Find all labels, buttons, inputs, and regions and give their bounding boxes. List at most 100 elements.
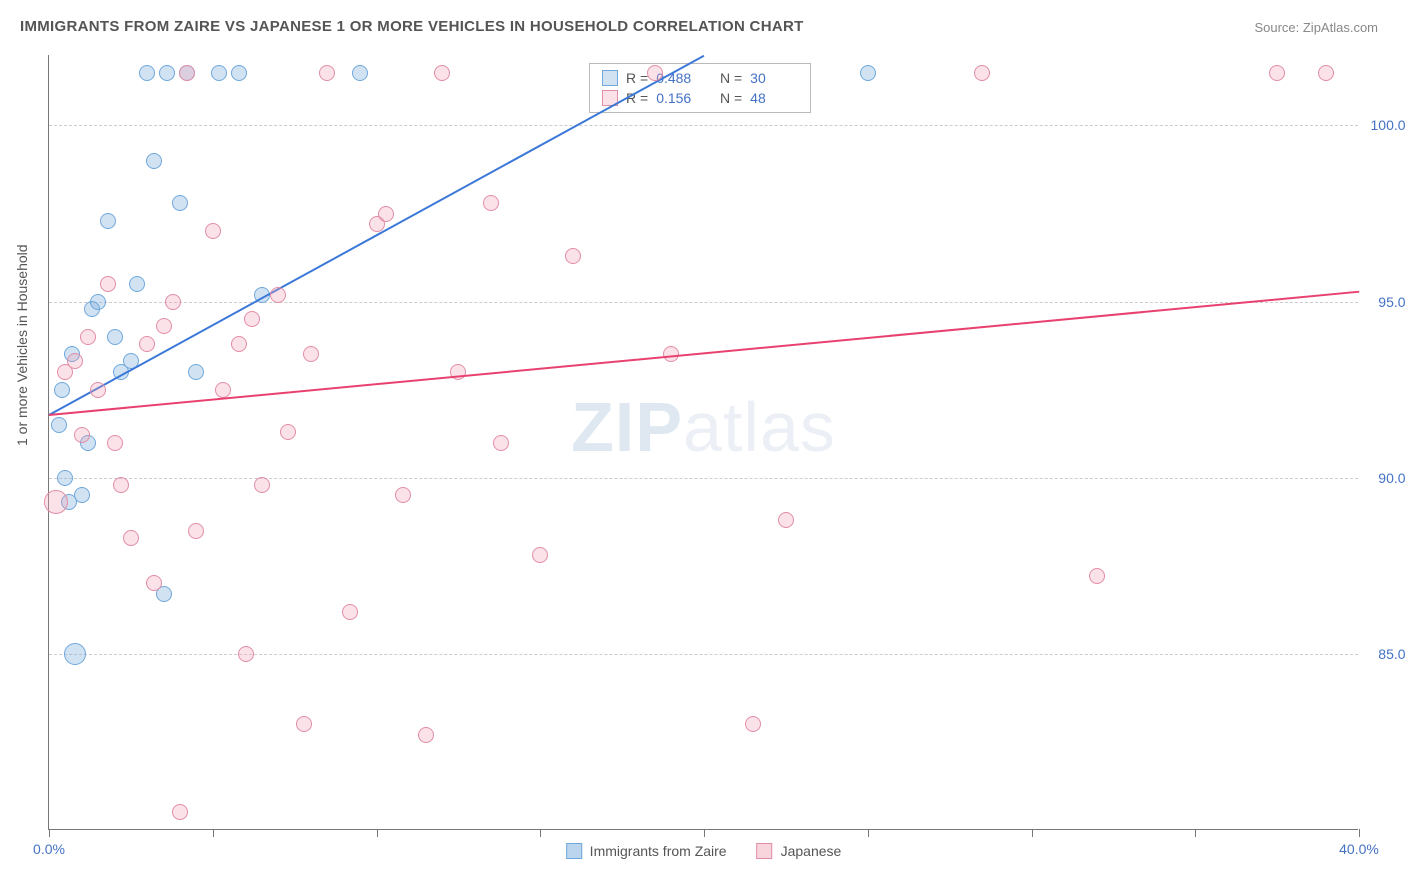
stats-row: R =0.488 N =30 bbox=[602, 68, 798, 88]
gridline-h bbox=[49, 125, 1358, 126]
scatter-point bbox=[67, 353, 83, 369]
scatter-point bbox=[74, 427, 90, 443]
legend-item: Japanese bbox=[757, 843, 842, 859]
stat-value-n: 30 bbox=[750, 70, 798, 86]
y-tick-label: 90.0% bbox=[1363, 470, 1406, 486]
scatter-point bbox=[205, 223, 221, 239]
scatter-point bbox=[165, 294, 181, 310]
scatter-point bbox=[418, 727, 434, 743]
scatter-point bbox=[146, 575, 162, 591]
chart-title: IMMIGRANTS FROM ZAIRE VS JAPANESE 1 OR M… bbox=[20, 18, 804, 35]
x-tick bbox=[213, 829, 214, 837]
x-tick bbox=[704, 829, 705, 837]
scatter-point bbox=[159, 65, 175, 81]
scatter-point bbox=[378, 206, 394, 222]
scatter-point bbox=[188, 523, 204, 539]
trend-line bbox=[49, 291, 1359, 416]
scatter-point bbox=[319, 65, 335, 81]
stat-value-n: 48 bbox=[750, 90, 798, 106]
stat-label-n: N = bbox=[712, 70, 742, 86]
scatter-point bbox=[974, 65, 990, 81]
legend-swatch bbox=[566, 843, 582, 859]
stat-value-r: 0.156 bbox=[656, 90, 704, 106]
scatter-point bbox=[238, 646, 254, 662]
scatter-point bbox=[1318, 65, 1334, 81]
scatter-point bbox=[113, 477, 129, 493]
scatter-point bbox=[244, 311, 260, 327]
watermark: ZIPatlas bbox=[571, 387, 836, 467]
scatter-point bbox=[90, 382, 106, 398]
scatter-point bbox=[280, 424, 296, 440]
scatter-point bbox=[860, 65, 876, 81]
scatter-point bbox=[1089, 568, 1105, 584]
scatter-point bbox=[107, 435, 123, 451]
gridline-h bbox=[49, 478, 1358, 479]
stat-label-n: N = bbox=[712, 90, 742, 106]
scatter-point bbox=[90, 294, 106, 310]
scatter-point bbox=[172, 804, 188, 820]
scatter-point bbox=[129, 276, 145, 292]
scatter-point bbox=[303, 346, 319, 362]
chart-source: Source: ZipAtlas.com bbox=[1254, 20, 1378, 35]
scatter-point bbox=[44, 490, 68, 514]
plot-area: ZIPatlas R =0.488 N =30R =0.156 N =48 Im… bbox=[48, 55, 1358, 830]
scatter-point bbox=[179, 65, 195, 81]
gridline-h bbox=[49, 302, 1358, 303]
y-tick-label: 100.0% bbox=[1363, 117, 1406, 133]
x-tick bbox=[1032, 829, 1033, 837]
scatter-point bbox=[434, 65, 450, 81]
x-tick bbox=[868, 829, 869, 837]
scatter-point bbox=[647, 65, 663, 81]
scatter-point bbox=[493, 435, 509, 451]
scatter-point bbox=[745, 716, 761, 732]
scatter-point bbox=[172, 195, 188, 211]
scatter-point bbox=[74, 487, 90, 503]
scatter-point bbox=[215, 382, 231, 398]
x-tick bbox=[49, 829, 50, 837]
scatter-point bbox=[352, 65, 368, 81]
x-tick bbox=[1195, 829, 1196, 837]
scatter-point bbox=[100, 276, 116, 292]
scatter-point bbox=[123, 530, 139, 546]
bottom-legend: Immigrants from Zaire Japanese bbox=[566, 843, 842, 859]
x-tick bbox=[377, 829, 378, 837]
scatter-point bbox=[51, 417, 67, 433]
scatter-point bbox=[231, 65, 247, 81]
scatter-point bbox=[100, 213, 116, 229]
y-axis-label: 1 or more Vehicles in Household bbox=[14, 244, 30, 446]
scatter-point bbox=[483, 195, 499, 211]
scatter-point bbox=[296, 716, 312, 732]
scatter-point bbox=[188, 364, 204, 380]
legend-label: Immigrants from Zaire bbox=[590, 843, 727, 859]
stats-row: R =0.156 N =48 bbox=[602, 88, 798, 108]
legend-item: Immigrants from Zaire bbox=[566, 843, 727, 859]
scatter-point bbox=[139, 65, 155, 81]
legend-swatch bbox=[602, 70, 618, 86]
x-tick bbox=[1359, 829, 1360, 837]
stat-label-r: R = bbox=[626, 70, 648, 86]
scatter-point bbox=[395, 487, 411, 503]
y-tick-label: 85.0% bbox=[1363, 646, 1406, 662]
scatter-point bbox=[211, 65, 227, 81]
scatter-point bbox=[80, 329, 96, 345]
legend-label: Japanese bbox=[781, 843, 842, 859]
stats-box: R =0.488 N =30R =0.156 N =48 bbox=[589, 63, 811, 113]
x-tick-label: 40.0% bbox=[1339, 841, 1379, 857]
scatter-point bbox=[57, 470, 73, 486]
scatter-point bbox=[254, 477, 270, 493]
y-tick-label: 95.0% bbox=[1363, 294, 1406, 310]
scatter-point bbox=[107, 329, 123, 345]
x-tick-label: 0.0% bbox=[33, 841, 65, 857]
x-tick bbox=[540, 829, 541, 837]
scatter-point bbox=[565, 248, 581, 264]
scatter-point bbox=[54, 382, 70, 398]
chart-container: IMMIGRANTS FROM ZAIRE VS JAPANESE 1 OR M… bbox=[0, 0, 1406, 892]
scatter-point bbox=[342, 604, 358, 620]
scatter-point bbox=[1269, 65, 1285, 81]
scatter-point bbox=[156, 318, 172, 334]
legend-swatch bbox=[757, 843, 773, 859]
scatter-point bbox=[64, 643, 86, 665]
scatter-point bbox=[139, 336, 155, 352]
scatter-point bbox=[146, 153, 162, 169]
scatter-point bbox=[270, 287, 286, 303]
